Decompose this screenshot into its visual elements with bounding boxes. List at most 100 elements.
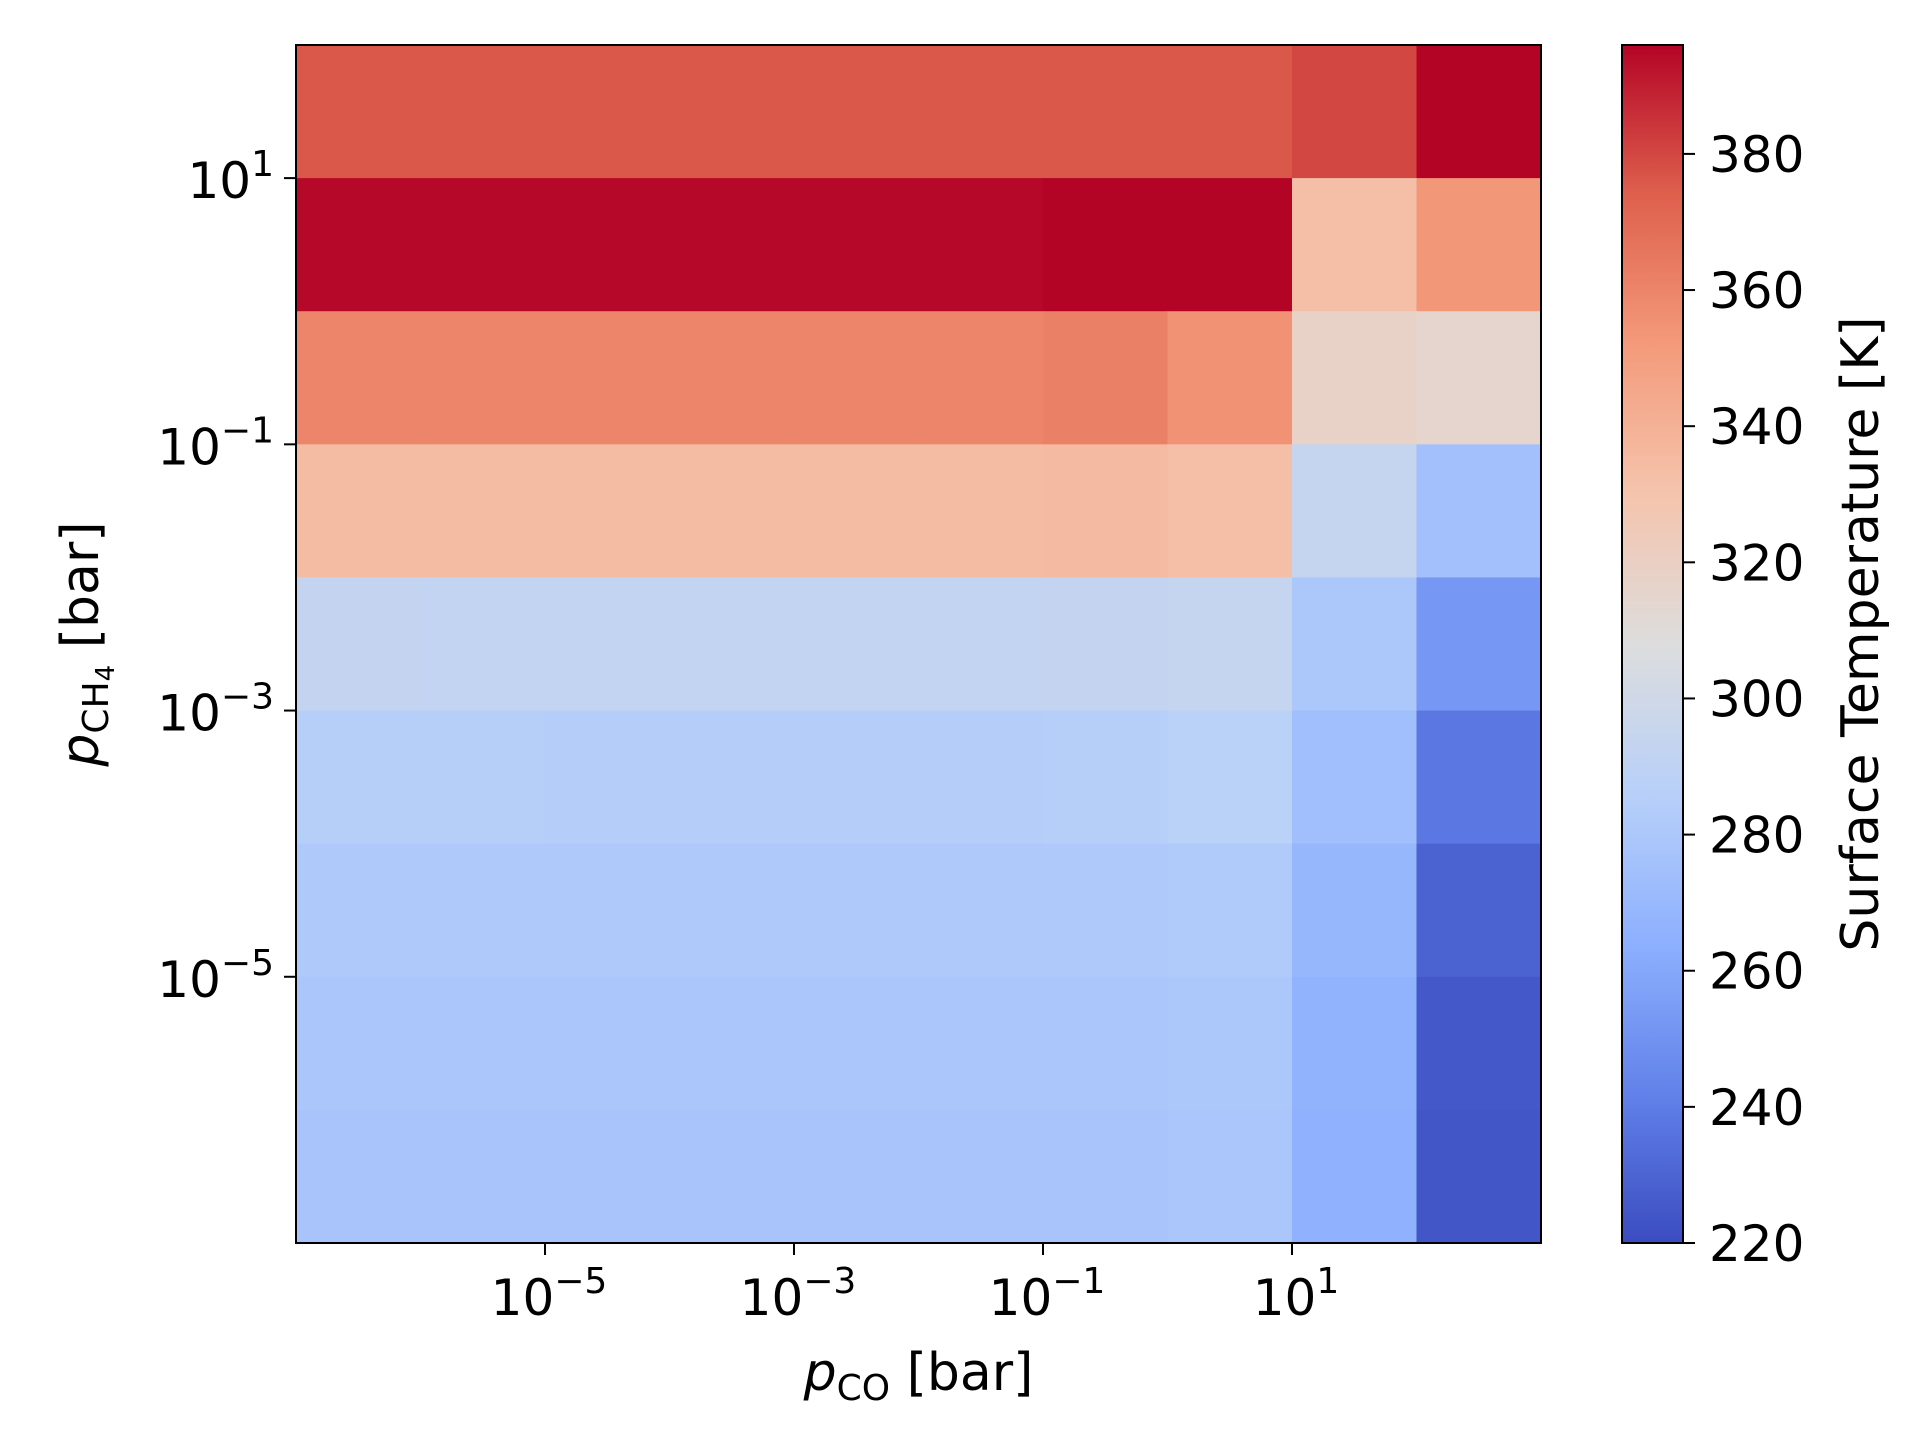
heatmap-cell [296,577,422,712]
heatmap-cell [669,1109,795,1244]
heatmap-cell [794,444,920,579]
heatmap-cell [794,577,920,712]
heatmap-cell [296,710,422,845]
heatmap-cell [545,710,671,845]
heatmap-cell [1167,311,1293,445]
heatmap-cell [1167,178,1293,312]
heatmap-cell [1416,843,1542,978]
heatmap-cells [296,45,1542,1244]
heatmap-cell [1167,1109,1293,1244]
heatmap-cell [1416,577,1542,712]
heatmap-cell [1043,577,1169,712]
heatmap-cell [1043,976,1169,1111]
heatmap-cell [1416,311,1542,445]
heatmap-cell [545,311,671,445]
heatmap-cell [420,710,546,845]
heatmap-cell [918,710,1044,845]
heatmap-cell [794,1109,920,1244]
colorbar-tick-label: 340 [1709,398,1804,456]
heatmap-cell [918,577,1044,712]
colorbar-tick-label: 260 [1709,943,1804,1001]
heatmap-cell [420,45,546,179]
heatmap-cell [420,311,546,445]
colorbar-tick-label: 380 [1709,126,1804,184]
heatmap-cell [545,1109,671,1244]
colorbar-tick-label: 360 [1709,262,1804,320]
y-tick-label: 10−3 [157,677,274,743]
heatmap-cell [1292,976,1418,1111]
heatmap-cell [918,178,1044,312]
heatmap-cell [794,178,920,312]
heatmap-cell [918,45,1044,179]
heatmap-cell [420,577,546,712]
heatmap-cell [1292,710,1418,845]
heatmap-cell [545,976,671,1111]
heatmap-cell [669,710,795,845]
colorbar-tick-label: 240 [1709,1079,1804,1137]
heatmap-cell [1416,45,1542,179]
heatmap-cell [1167,577,1293,712]
x-tick-label: 10−1 [989,1261,1106,1327]
heatmap-cell [1292,178,1418,312]
heatmap-cell [669,311,795,445]
y-tick-label: 10−5 [157,943,274,1009]
heatmap-cell [420,1109,546,1244]
heatmap-cell [296,444,422,579]
heatmap-cell [794,710,920,845]
heatmap-cell [918,976,1044,1111]
colorbar-label: Surface Temperature [K] [1831,316,1891,951]
heatmap-cell [1292,444,1418,579]
heatmap-cell [1167,444,1293,579]
heatmap-cell [794,311,920,445]
heatmap-cell [1292,311,1418,445]
heatmap-cell [669,178,795,312]
heatmap-cell [918,311,1044,445]
heatmap-cell [669,843,795,978]
heatmap-cell [296,178,422,312]
y-tick-label: 101 [187,144,274,210]
heatmap-cell [296,45,422,179]
heatmap-cell [296,1109,422,1244]
heatmap-cell [1292,45,1418,179]
heatmap-cell [1292,843,1418,978]
heatmap-cell [918,843,1044,978]
heatmap-cell [545,843,671,978]
heatmap-cell [1043,178,1169,312]
heatmap-cell [296,843,422,978]
heatmap-cell [1292,577,1418,712]
heatmap-cell [1416,710,1542,845]
heatmap-cell [1416,1109,1542,1244]
y-axis-ticks: 10−5 10−3 10−1 101 [157,144,296,1009]
heatmap-cell [296,976,422,1111]
x-axis-ticks: 10−5 10−3 10−1 101 [491,1243,1339,1327]
heatmap-cell [794,976,920,1111]
heatmap-cell [918,444,1044,579]
heatmap-cell [1043,1109,1169,1244]
heatmap-cell [794,45,920,179]
heatmap-cell [1292,1109,1418,1244]
heatmap-cell [296,311,422,445]
colorbar-tick-label: 300 [1709,670,1804,728]
heatmap-cell [1167,710,1293,845]
heatmap-cell [1043,444,1169,579]
x-axis-label: pCO [bar] [803,1343,1034,1409]
heatmap-cell [1416,178,1542,312]
heatmap-cell [420,976,546,1111]
heatmap-cell [1043,710,1169,845]
colorbar-tick-label: 280 [1709,807,1804,865]
colorbar-ticks: 220 240 260 280 300 320 340 360 380 [1683,126,1804,1273]
x-tick-label: 10−5 [491,1261,608,1327]
heatmap-cell [420,178,546,312]
colorbar [1621,44,1684,1244]
y-tick-label: 10−1 [157,410,274,476]
heatmap-cell [1416,976,1542,1111]
colorbar-tick-label: 320 [1709,534,1804,592]
heatmap-cell [545,444,671,579]
heatmap-cell [420,843,546,978]
heatmap-cell [545,577,671,712]
colorbar-tick-label: 220 [1709,1215,1804,1273]
heatmap-cell [1167,976,1293,1111]
plot-frame [295,44,1542,1244]
